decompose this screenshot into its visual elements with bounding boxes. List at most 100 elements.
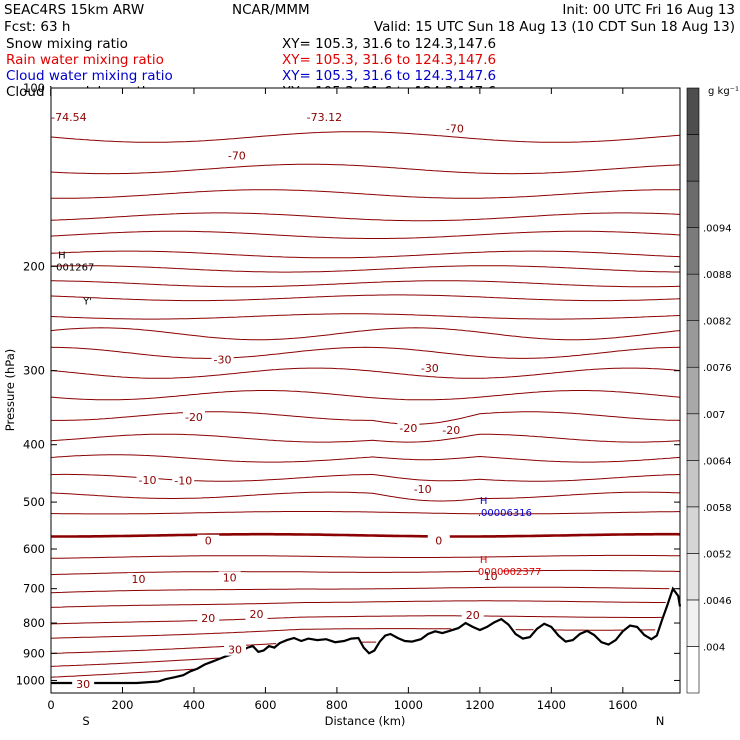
contour-label-bg [411, 482, 434, 495]
y-tick-label: 800 [23, 616, 45, 630]
contour-label: -20 [185, 411, 203, 424]
isotherm [50, 615, 663, 625]
isotherm [51, 554, 680, 559]
colorbar-swatch [686, 87, 700, 135]
isotherm [50, 390, 681, 401]
isotherm [51, 189, 680, 199]
contour-label-bg [218, 571, 241, 584]
colorbar-tick-label: .007 [703, 410, 725, 421]
contour-label-bg [127, 572, 150, 585]
isotherm [50, 569, 681, 576]
x-tick-label: 0 [47, 698, 54, 712]
contour-label-bg [224, 643, 247, 656]
header: SEAC4RS 15km ARW NCAR/MMM Init: 00 UTC F… [4, 2, 735, 35]
contour-label-bg [197, 534, 220, 547]
isotherm [50, 511, 680, 515]
y-tick-label: 700 [23, 582, 45, 596]
x-tick-label: 1200 [465, 698, 494, 712]
contour-label: 10 [223, 571, 237, 584]
colorbar-swatch [686, 366, 700, 415]
contour-label: 30 [76, 678, 90, 691]
model-title: SEAC4RS 15km ARW [4, 2, 144, 18]
colorbar-tick-label: .0088 [703, 270, 732, 281]
contour-label-bg [225, 149, 248, 162]
isotherm [50, 250, 681, 259]
contour-label: 0 [205, 535, 212, 548]
isotherm [50, 367, 681, 379]
contour-label-bg [443, 122, 466, 135]
contour-label: -10 [414, 483, 432, 496]
x-axis-title: Distance (km) [325, 714, 406, 728]
field-name: Cloud water mixing ratio [6, 68, 173, 84]
contour-label: 20 [249, 608, 263, 621]
y-tick-label: 900 [23, 646, 45, 660]
colorbar-swatch [686, 320, 700, 368]
contour-label: 20 [201, 612, 215, 625]
contour-label-bg [136, 474, 159, 487]
temperature-contours [50, 131, 681, 678]
colorbar-swatch [686, 506, 700, 554]
x-tick-label: 400 [183, 698, 205, 712]
contour-label-bg [427, 534, 450, 547]
field-xy: XY= 105.3, 31.6 to 124.3,147.6 [282, 36, 496, 52]
endpoint-left: S [82, 714, 89, 728]
colorbar-swatch [686, 553, 700, 601]
isotherm [50, 454, 681, 463]
contour-label-bg [211, 353, 234, 366]
y-tick-label: 600 [23, 542, 45, 556]
isotherm [50, 327, 681, 341]
contour-label-bg [479, 569, 502, 582]
init-time: Init: 00 UTC Fri 16 Aug 13 [562, 2, 735, 18]
colorbar-tick-label: .0094 [703, 224, 732, 235]
isotherm [50, 294, 681, 302]
max-marker: H [480, 496, 488, 507]
contour-label: -70 [228, 150, 246, 163]
contour-label: 30 [228, 644, 242, 657]
max-value: 0000002377 [478, 567, 542, 578]
contour-label: -73.12 [307, 111, 342, 124]
wind-barb-icon: Y' [82, 297, 92, 308]
isotherm [50, 491, 681, 502]
colorbar-swatch [686, 273, 700, 321]
plot-frame [50, 87, 681, 694]
center-name: NCAR/MMM [232, 2, 310, 18]
y-tick-label: 1000 [16, 673, 45, 687]
field-name: Snow mixing ratio [6, 36, 128, 52]
x-tick-label: 200 [112, 698, 134, 712]
x-tick-label: 1400 [537, 698, 566, 712]
y-tick-label: 500 [23, 495, 45, 509]
y-tick-label: 300 [23, 364, 45, 378]
y-tick-label: 100 [23, 81, 45, 95]
max-marker: H [58, 250, 66, 261]
contour-label: -10 [174, 475, 192, 488]
contour-label: -20 [442, 424, 460, 437]
isotherm [50, 265, 680, 273]
y-axis-title: Pressure (hPa) [3, 349, 17, 432]
contour-label: 10 [484, 570, 498, 583]
contour-label: -20 [399, 422, 417, 435]
isotherm [50, 131, 681, 143]
colorbar-unit: g kg⁻¹ [708, 86, 739, 97]
colorbar-tick-label: .0046 [703, 596, 732, 607]
forecast-hour: Fcst: 63 h [4, 19, 70, 35]
field-name: Rain water mixing ratio [6, 52, 164, 68]
isotherm [50, 212, 681, 222]
colorbar-swatch [686, 134, 700, 182]
colorbar-swatch [686, 460, 700, 508]
isotherm [50, 628, 655, 639]
isotherm [51, 280, 681, 288]
colorbar-tick-label: .004 [703, 642, 725, 653]
colorbar-tick-label: .0058 [703, 503, 732, 514]
max-marker: H [480, 555, 488, 566]
y-tick-label: 200 [23, 259, 45, 273]
contour-label-bg [440, 424, 463, 437]
colorbar-swatch [686, 646, 700, 694]
contour-label-bg [57, 111, 80, 124]
isotherm [50, 163, 681, 175]
colorbar-tick-label: .0076 [703, 363, 732, 374]
x-tick-label: 600 [254, 698, 276, 712]
contour-label: 10 [132, 573, 146, 586]
contour-label-bg [418, 362, 441, 375]
colorbar-tick-label: .0052 [703, 549, 732, 560]
